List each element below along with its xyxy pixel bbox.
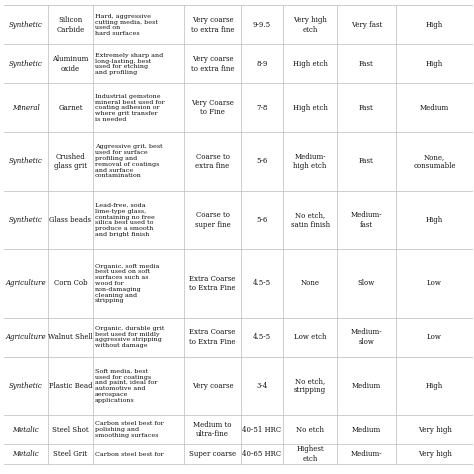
Text: Glass beads: Glass beads	[49, 216, 91, 224]
Text: Very fast: Very fast	[351, 21, 382, 29]
Text: Synthetic: Synthetic	[9, 157, 43, 165]
Text: 7-8: 7-8	[256, 104, 268, 112]
Text: Aggressive grit, best
used for surface
profiling and
removal of coatings
and sur: Aggressive grit, best used for surface p…	[95, 145, 162, 179]
Text: Coarse to
super fine: Coarse to super fine	[195, 211, 230, 228]
Text: No etch,
satin finish: No etch, satin finish	[291, 211, 329, 228]
Text: Very coarse
to extra fine: Very coarse to extra fine	[191, 16, 234, 34]
Text: Hard, aggressive
cutting media, best
used on
hard surfaces: Hard, aggressive cutting media, best use…	[95, 14, 157, 36]
Text: 4.5-5: 4.5-5	[253, 279, 271, 287]
Bar	[4, 444, 474, 464]
Text: 40-65 HRC: 40-65 HRC	[242, 450, 282, 458]
Text: No etch,
stripping: No etch, stripping	[294, 377, 326, 394]
Text: High: High	[426, 21, 443, 29]
Text: Extra Coarse
to Extra Fine: Extra Coarse to Extra Fine	[189, 275, 236, 292]
Text: Medium-: Medium-	[351, 450, 382, 458]
Text: Corn Cob: Corn Cob	[54, 279, 87, 287]
Text: Extra Coarse
to Extra Fine: Extra Coarse to Extra Fine	[189, 328, 236, 346]
Text: Fast: Fast	[359, 157, 374, 165]
Text: Organic, durable grit
best used for mildly
aggressive stripping
without damage: Organic, durable grit best used for mild…	[95, 326, 164, 348]
Text: Metalic: Metalic	[12, 426, 39, 434]
Text: None: None	[301, 279, 319, 287]
Text: Medium: Medium	[420, 104, 449, 112]
Bar	[4, 83, 474, 132]
Bar	[4, 5, 474, 45]
Text: Medium to
ultra-fine: Medium to ultra-fine	[193, 421, 232, 438]
Text: Organic, soft media
best used on soft
surfaces such as
wood for
non-damaging
cle: Organic, soft media best used on soft su…	[95, 264, 159, 303]
Bar	[4, 45, 474, 83]
Text: 4.5-5: 4.5-5	[253, 333, 271, 341]
Text: 40-51 HRC: 40-51 HRC	[242, 426, 282, 434]
Text: Silicon
Carbide: Silicon Carbide	[56, 16, 85, 34]
Text: Super coarse: Super coarse	[189, 450, 236, 458]
Text: Plastic Bead: Plastic Bead	[49, 382, 92, 390]
Bar	[4, 318, 474, 356]
Text: None,
consumable: None, consumable	[413, 153, 456, 170]
Bar	[4, 415, 474, 444]
Text: Fast: Fast	[359, 60, 374, 68]
Text: Crushed
glass grit: Crushed glass grit	[54, 153, 87, 170]
Text: Low: Low	[427, 333, 442, 341]
Text: Low: Low	[427, 279, 442, 287]
Text: Medium-
slow: Medium- slow	[351, 328, 382, 346]
Text: Agriculture: Agriculture	[6, 333, 46, 341]
Text: Agriculture: Agriculture	[6, 279, 46, 287]
Text: Aluminum
oxide: Aluminum oxide	[52, 55, 89, 73]
Text: 5-6: 5-6	[256, 216, 268, 224]
Text: Highest
etch: Highest etch	[296, 446, 324, 463]
Text: Very Coarse
to Fine: Very Coarse to Fine	[191, 99, 234, 117]
Text: No etch: No etch	[296, 426, 324, 434]
Text: Walnut Shell: Walnut Shell	[48, 333, 93, 341]
Text: Slow: Slow	[358, 279, 375, 287]
Text: Industrial gemstone
mineral best used for
coating adhesion or
where grit transfe: Industrial gemstone mineral best used fo…	[95, 94, 164, 122]
Text: Garnet: Garnet	[58, 104, 83, 112]
Text: Extremely sharp and
long-lasting, best
used for etching
and profiling: Extremely sharp and long-lasting, best u…	[95, 53, 163, 75]
Text: Soft media, best
used for coatings
and paint, ideal for
automotive and
aerospace: Soft media, best used for coatings and p…	[95, 369, 157, 403]
Text: Medium: Medium	[352, 382, 381, 390]
Text: 9-9.5: 9-9.5	[253, 21, 271, 29]
Text: Very high: Very high	[418, 426, 452, 434]
Text: Fast: Fast	[359, 104, 374, 112]
Bar	[4, 356, 474, 415]
Text: 5-6: 5-6	[256, 157, 268, 165]
Text: Synthetic: Synthetic	[9, 60, 43, 68]
Text: 8-9: 8-9	[256, 60, 268, 68]
Text: Steel Grit: Steel Grit	[54, 450, 88, 458]
Text: Steel Shot: Steel Shot	[52, 426, 89, 434]
Bar	[4, 132, 474, 191]
Text: High etch: High etch	[292, 60, 328, 68]
Text: Carbon steel best for: Carbon steel best for	[95, 452, 164, 456]
Text: Low etch: Low etch	[294, 333, 326, 341]
Bar	[4, 191, 474, 249]
Text: Very coarse
to extra fine: Very coarse to extra fine	[191, 55, 234, 73]
Text: Mineral: Mineral	[12, 104, 40, 112]
Text: Synthetic: Synthetic	[9, 382, 43, 390]
Text: High: High	[426, 60, 443, 68]
Text: Carbon steel best for
polishing and
smoothing surfaces: Carbon steel best for polishing and smoo…	[95, 421, 164, 438]
Text: Medium: Medium	[352, 426, 381, 434]
Text: High etch: High etch	[292, 104, 328, 112]
Text: High: High	[426, 216, 443, 224]
Text: Synthetic: Synthetic	[9, 216, 43, 224]
Bar	[4, 249, 474, 318]
Text: Very high: Very high	[418, 450, 452, 458]
Text: Medium-
high etch: Medium- high etch	[293, 153, 327, 170]
Text: Metalic: Metalic	[12, 450, 39, 458]
Text: Synthetic: Synthetic	[9, 21, 43, 29]
Text: Lead-free, soda
lime-type glass,
containing no free
silica best used to
produce : Lead-free, soda lime-type glass, contain…	[95, 203, 155, 237]
Text: Very coarse: Very coarse	[192, 382, 233, 390]
Text: High: High	[426, 382, 443, 390]
Text: 3-4: 3-4	[256, 382, 267, 390]
Text: Very high
etch: Very high etch	[293, 16, 327, 34]
Text: Medium-
fast: Medium- fast	[351, 211, 382, 228]
Text: Coarse to
extra fine: Coarse to extra fine	[195, 153, 230, 170]
